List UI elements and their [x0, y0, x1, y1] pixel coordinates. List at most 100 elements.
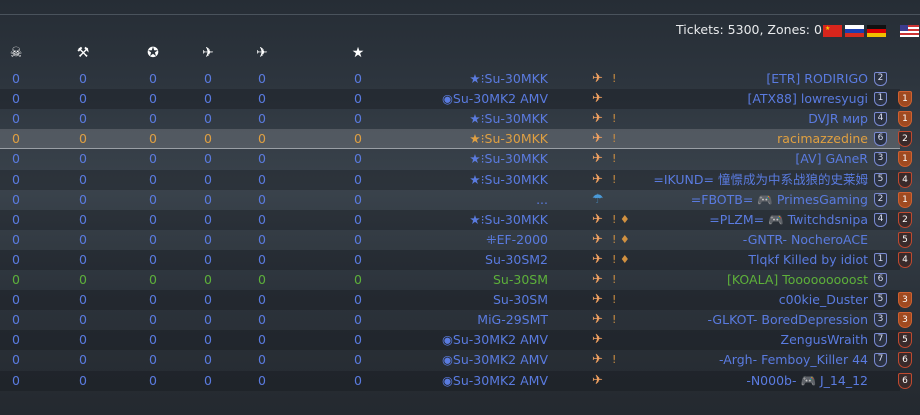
player-name[interactable]: DVJR мир [808, 111, 868, 127]
enemy-rank-badge: 1 [898, 191, 912, 208]
enemy-rank-badge: 6 [898, 372, 912, 389]
vehicle-name: ★⁝Su-30MKK [469, 149, 548, 169]
player-row[interactable]: 0 0 0 0 0 0 ◉Su-30MK2 AMV ✈ [ATX88] lowresyugi 1 1 [0, 89, 912, 110]
weapons-icon: ! ♦ [612, 212, 630, 226]
stat-value: 0 [354, 312, 362, 328]
player-row[interactable]: 0 0 0 0 0 0 ◉Su-30MK2 AMV ✈! -Argh- Femboy_Kille… [0, 350, 912, 370]
aircraft-icon: ✈ [592, 231, 603, 247]
stat-value: 0 [258, 332, 266, 348]
stat-value: 0 [354, 71, 362, 86]
player-row[interactable]: 0 0 0 0 0 0 ★⁝Su-30MKK ✈! DVJR мир 4 1 [0, 109, 912, 129]
stat-value: 0 [79, 312, 87, 328]
player-row[interactable]: 0 0 0 0 0 0 Su-30SM ✈! c00kie_Duster 5 3 [0, 290, 912, 311]
player-name[interactable]: -GLKOT- BoredDepression [707, 312, 868, 328]
player-name[interactable]: [AV] GAneR [795, 151, 868, 167]
vehicle-type-icon: ⁜ [486, 231, 497, 247]
player-row[interactable]: 0 0 0 0 0 0 ◉Su-30MK2 AMV ✈ -N000b- 🎮 J_14_12 6 [0, 370, 912, 391]
player-row[interactable]: 0 0 0 0 0 0 ★⁝Su-30MKK ✈ ! ♦ =PLZM= 🎮 Twitchdsnip… [0, 209, 912, 230]
vehicle-label: EF-2000 [496, 231, 548, 247]
vehicle-label: Su-30MKK [484, 71, 548, 86]
vehicle-name: Su-30SM2 [485, 250, 548, 270]
stat-value: 0 [149, 191, 157, 207]
player-name[interactable]: [ATX88] lowresyugi [747, 91, 868, 107]
stat-value: 0 [149, 372, 157, 388]
stat-value: 0 [204, 231, 212, 247]
player-name[interactable]: [KOALA] Tooooooooost [727, 272, 868, 287]
stat-value: 0 [354, 151, 362, 167]
stat-value: 0 [79, 151, 87, 167]
vehicle-label: Su-30MKK [484, 171, 548, 187]
vehicle-label: Su-30MKK [484, 111, 548, 127]
vehicle-name: ◉Su-30MK2 AMV [442, 350, 548, 370]
stat-value: 0 [12, 292, 20, 308]
divider [0, 14, 920, 15]
squad-rank-badge: 7 [874, 333, 887, 348]
stat-value: 0 [12, 272, 20, 287]
player-row[interactable]: 0 0 0 0 0 0 Su-30SM ✈! [KOALA] Tooooooooost 6 [0, 270, 900, 290]
vehicle-label: Su-30MK2 AMV [452, 372, 548, 388]
vehicle-type-icon: ◉ [442, 352, 453, 368]
stat-value: 0 [79, 71, 87, 86]
player-name[interactable]: [ETR] RODIRIGO [766, 71, 868, 86]
stat-value: 0 [79, 352, 87, 368]
player-row[interactable]: 0 0 0 0 0 0 ★⁝Su-30MKK ✈! =IKUND= 憧憬成为中系战狼的史莱姆 5 4 [0, 169, 912, 190]
player-row[interactable]: 0 0 0 0 0 0 Su-30SM2 ✈ ! ♦ Tlqkf Killed by idiot 1… [0, 249, 912, 270]
aircraft-icon: ✈ [592, 292, 603, 308]
squad-rank-badge: 5 [874, 172, 887, 187]
player-row[interactable]: 0 0 0 0 0 0 ⁜EF-2000 ✈ ! ♦ -GNTR- NocheroACE 5 [0, 230, 912, 250]
vehicle-name: MiG-29SMT [477, 310, 548, 330]
stat-value: 0 [258, 191, 266, 207]
stat-value: 0 [204, 352, 212, 368]
player-name[interactable]: c00kie_Duster [778, 292, 868, 308]
vehicle-type-icon: ★⁝ [469, 151, 485, 167]
player-name[interactable]: =PLZM= 🎮 Twitchdsnipa [709, 211, 868, 227]
stat-value: 0 [149, 211, 157, 227]
enemy-rank-badge: 2 [898, 211, 912, 228]
stat-value: 0 [149, 171, 157, 187]
player-row[interactable]: 0 0 0 0 0 0 ◉Su-30MK2 AMV ✈ ZengusWraith 7 5 [0, 330, 912, 351]
player-name[interactable]: -N000b- 🎮 J_14_12 [746, 372, 868, 388]
player-name[interactable]: =IKUND= 憧憬成为中系战狼的史莱姆 [653, 171, 868, 187]
aircraft-icon: ✈ [592, 131, 603, 147]
vehicle-name: ★⁝Su-30MKK [469, 109, 548, 129]
stat-value: 0 [204, 131, 212, 147]
player-row[interactable]: 0 0 0 0 0 0 MiG-29SMT ✈! -GLKOT- BoredDepression… [0, 310, 912, 330]
player-name[interactable]: Tlqkf Killed by idiot [748, 251, 868, 267]
stat-value: 0 [258, 91, 266, 107]
squad-rank-badge: 2 [874, 72, 887, 86]
stat-value: 0 [12, 131, 20, 147]
player-row[interactable]: 0 0 0 0 0 0 ★⁝Su-30MKK ✈! racimazzedine 6 2 [0, 129, 912, 150]
stat-value: 0 [12, 372, 20, 388]
vehicle-name: ◉Su-30MK2 AMV [442, 89, 548, 109]
squad-rank-badge: 3 [874, 152, 887, 167]
player-name[interactable]: -GNTR- NocheroACE [742, 231, 868, 247]
enemy-rank-badge: 6 [898, 352, 912, 369]
stat-value: 0 [149, 91, 157, 107]
player-name[interactable]: -Argh- Femboy_Killer 44 [719, 352, 868, 368]
player-name[interactable]: =FBOTB= 🎮 PrimesGaming [690, 191, 868, 207]
enemy-rank-badge: 2 [898, 131, 912, 148]
vehicle-type-icon: ◉ [442, 372, 453, 388]
vehicle-name: ◉Su-30MK2 AMV [442, 330, 548, 350]
vehicle-label: Su-30MK2 AMV [452, 352, 548, 368]
player-name[interactable]: racimazzedine [777, 131, 868, 147]
stat-value: 0 [149, 231, 157, 247]
stat-value: 0 [354, 111, 362, 127]
stat-value: 0 [149, 151, 157, 167]
germany-flag-icon [867, 25, 886, 37]
stat-value: 0 [204, 111, 212, 127]
stat-value: 0 [12, 191, 20, 207]
player-name[interactable]: ZengusWraith [780, 332, 868, 348]
stat-value: 0 [258, 71, 266, 86]
player-row[interactable]: 0 0 0 0 0 0... ☂ =FBOTB= 🎮 PrimesGaming 2 1 [0, 190, 912, 210]
stat-value: 0 [354, 231, 362, 247]
stat-value: 0 [204, 332, 212, 348]
stat-value: 0 [258, 231, 266, 247]
player-row[interactable]: 0 0 0 0 0 0 ★⁝Su-30MKK ✈! [AV] GAneR 3 1 [0, 149, 912, 169]
vehicle-type-icon: ★⁝ [469, 211, 485, 227]
vehicle-name: Su-30SM [493, 290, 548, 310]
vehicle-name: ★⁝Su-30MKK [469, 210, 548, 230]
player-row[interactable]: 0 0 0 0 0 0 ★⁝Su-30MKK ✈! [ETR] RODIRIGO 2 [0, 69, 900, 89]
stat-value: 0 [12, 171, 20, 187]
stat-value: 0 [12, 211, 20, 227]
